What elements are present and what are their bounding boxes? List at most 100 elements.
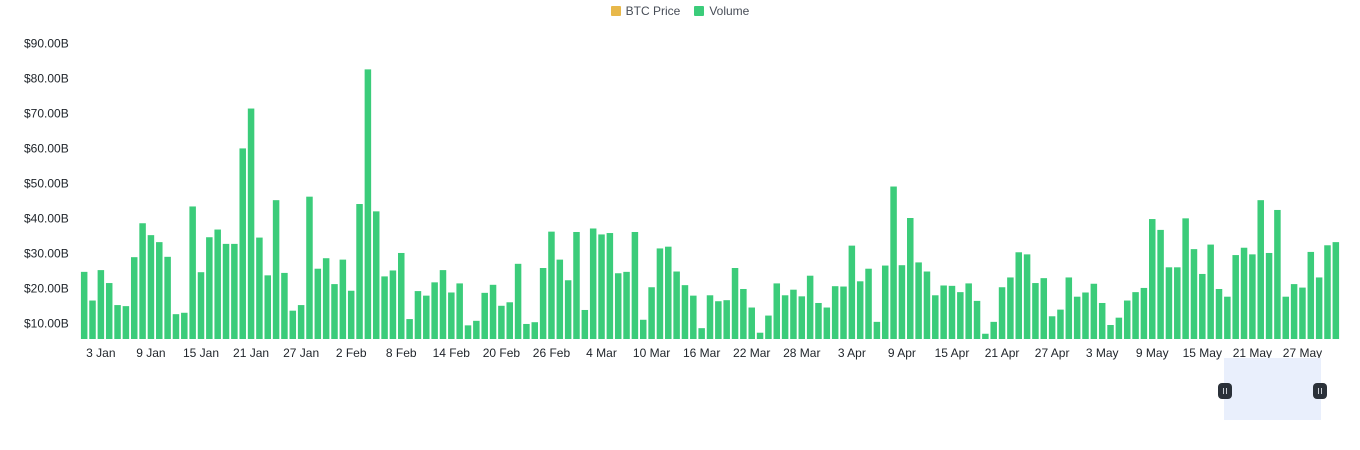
volume-bar[interactable]: [1315, 277, 1323, 339]
volume-bar[interactable]: [706, 295, 714, 339]
volume-bar[interactable]: [289, 310, 297, 339]
volume-bar[interactable]: [531, 322, 539, 339]
volume-bar[interactable]: [765, 315, 772, 339]
volume-bar[interactable]: [306, 196, 313, 339]
volume-bar[interactable]: [1190, 249, 1198, 339]
volume-bar[interactable]: [1115, 317, 1123, 339]
volume-bar[interactable]: [623, 271, 630, 339]
volume-bar[interactable]: [598, 234, 605, 339]
volume-bar[interactable]: [464, 325, 472, 339]
volume-bar[interactable]: [414, 291, 422, 339]
volume-bar[interactable]: [314, 268, 322, 339]
volume-bar[interactable]: [339, 259, 347, 339]
volume-bar[interactable]: [156, 242, 163, 339]
volume-bar[interactable]: [481, 292, 488, 339]
volume-bar[interactable]: [781, 295, 789, 339]
volume-bar[interactable]: [748, 307, 755, 339]
volume-bar[interactable]: [498, 305, 505, 339]
volume-bar[interactable]: [589, 228, 597, 339]
volume-bar[interactable]: [1107, 325, 1114, 339]
volume-bar[interactable]: [356, 204, 363, 339]
volume-bar[interactable]: [256, 237, 263, 339]
volume-bar[interactable]: [1023, 254, 1031, 339]
volume-bar[interactable]: [982, 333, 989, 339]
volume-bar[interactable]: [881, 265, 889, 339]
volume-bar[interactable]: [1007, 277, 1014, 339]
volume-bar[interactable]: [1123, 300, 1131, 339]
volume-bar[interactable]: [740, 288, 747, 339]
volume-bar[interactable]: [1174, 267, 1181, 339]
volume-bar[interactable]: [898, 265, 906, 339]
volume-bar[interactable]: [239, 148, 246, 339]
volume-bar[interactable]: [639, 319, 647, 339]
volume-bar[interactable]: [690, 295, 697, 339]
volume-bar[interactable]: [423, 295, 430, 339]
volume-bar[interactable]: [1015, 252, 1022, 339]
volume-bar[interactable]: [347, 290, 355, 339]
volume-bar[interactable]: [823, 307, 831, 339]
volume-bar[interactable]: [1224, 296, 1231, 339]
volume-bar[interactable]: [848, 245, 856, 339]
volume-bar[interactable]: [97, 270, 105, 339]
volume-bar[interactable]: [114, 305, 121, 339]
volume-bar[interactable]: [1290, 284, 1298, 339]
volume-bar[interactable]: [372, 211, 380, 339]
volume-bar[interactable]: [581, 309, 589, 339]
volume-bar[interactable]: [1324, 245, 1331, 339]
volume-bar[interactable]: [973, 300, 981, 339]
volume-bar[interactable]: [907, 218, 914, 339]
volume-bar[interactable]: [1090, 283, 1098, 339]
volume-bar[interactable]: [231, 243, 238, 339]
volume-bar[interactable]: [940, 285, 947, 339]
volume-bar[interactable]: [873, 321, 881, 339]
volume-bar[interactable]: [1199, 273, 1206, 339]
volume-bar[interactable]: [665, 246, 672, 339]
volume-bar[interactable]: [715, 301, 722, 339]
volume-bar[interactable]: [1140, 287, 1148, 339]
volume-bar[interactable]: [1249, 254, 1256, 339]
volume-bar[interactable]: [272, 200, 280, 339]
volume-bar[interactable]: [1048, 316, 1056, 339]
volume-bar[interactable]: [281, 272, 288, 339]
volume-bar[interactable]: [331, 284, 338, 339]
volume-bar[interactable]: [698, 328, 705, 339]
volume-bar[interactable]: [932, 295, 939, 339]
volume-bar[interactable]: [398, 252, 405, 339]
volume-bar[interactable]: [448, 292, 455, 339]
volume-bar[interactable]: [1240, 247, 1248, 339]
volume-bar[interactable]: [1274, 209, 1281, 339]
volume-bar[interactable]: [222, 243, 230, 339]
volume-bar[interactable]: [431, 282, 438, 339]
volume-bar[interactable]: [1257, 200, 1264, 339]
volume-bar[interactable]: [1073, 296, 1081, 339]
volume-bar[interactable]: [548, 231, 555, 339]
volume-bar[interactable]: [322, 258, 330, 339]
zoom-range-window[interactable]: [1224, 358, 1321, 420]
volume-bar[interactable]: [80, 271, 88, 339]
legend-item-volume[interactable]: Volume: [694, 4, 749, 18]
volume-bar[interactable]: [297, 305, 305, 339]
volume-bar[interactable]: [389, 270, 397, 339]
volume-bar[interactable]: [1032, 283, 1039, 339]
volume-bar[interactable]: [1065, 277, 1073, 339]
volume-bar[interactable]: [890, 186, 897, 339]
zoom-handle-left[interactable]: [1218, 383, 1232, 399]
volume-bar[interactable]: [214, 229, 221, 339]
volume-bar[interactable]: [614, 273, 622, 339]
volume-bar[interactable]: [673, 271, 680, 339]
volume-bar[interactable]: [473, 320, 480, 339]
volume-bar[interactable]: [948, 285, 956, 339]
volume-bar[interactable]: [164, 256, 171, 339]
volume-bar[interactable]: [990, 321, 997, 339]
volume-bar[interactable]: [523, 323, 530, 339]
volume-bar[interactable]: [957, 292, 964, 339]
volume-bar[interactable]: [998, 287, 1006, 339]
volume-bar[interactable]: [206, 237, 213, 339]
volume-bar[interactable]: [1307, 251, 1315, 339]
volume-bar[interactable]: [1040, 278, 1048, 339]
volume-bar[interactable]: [965, 283, 972, 339]
volume-bar[interactable]: [681, 285, 689, 339]
volume-bar[interactable]: [364, 69, 372, 339]
volume-bar[interactable]: [1332, 242, 1340, 339]
volume-bar[interactable]: [790, 289, 797, 339]
